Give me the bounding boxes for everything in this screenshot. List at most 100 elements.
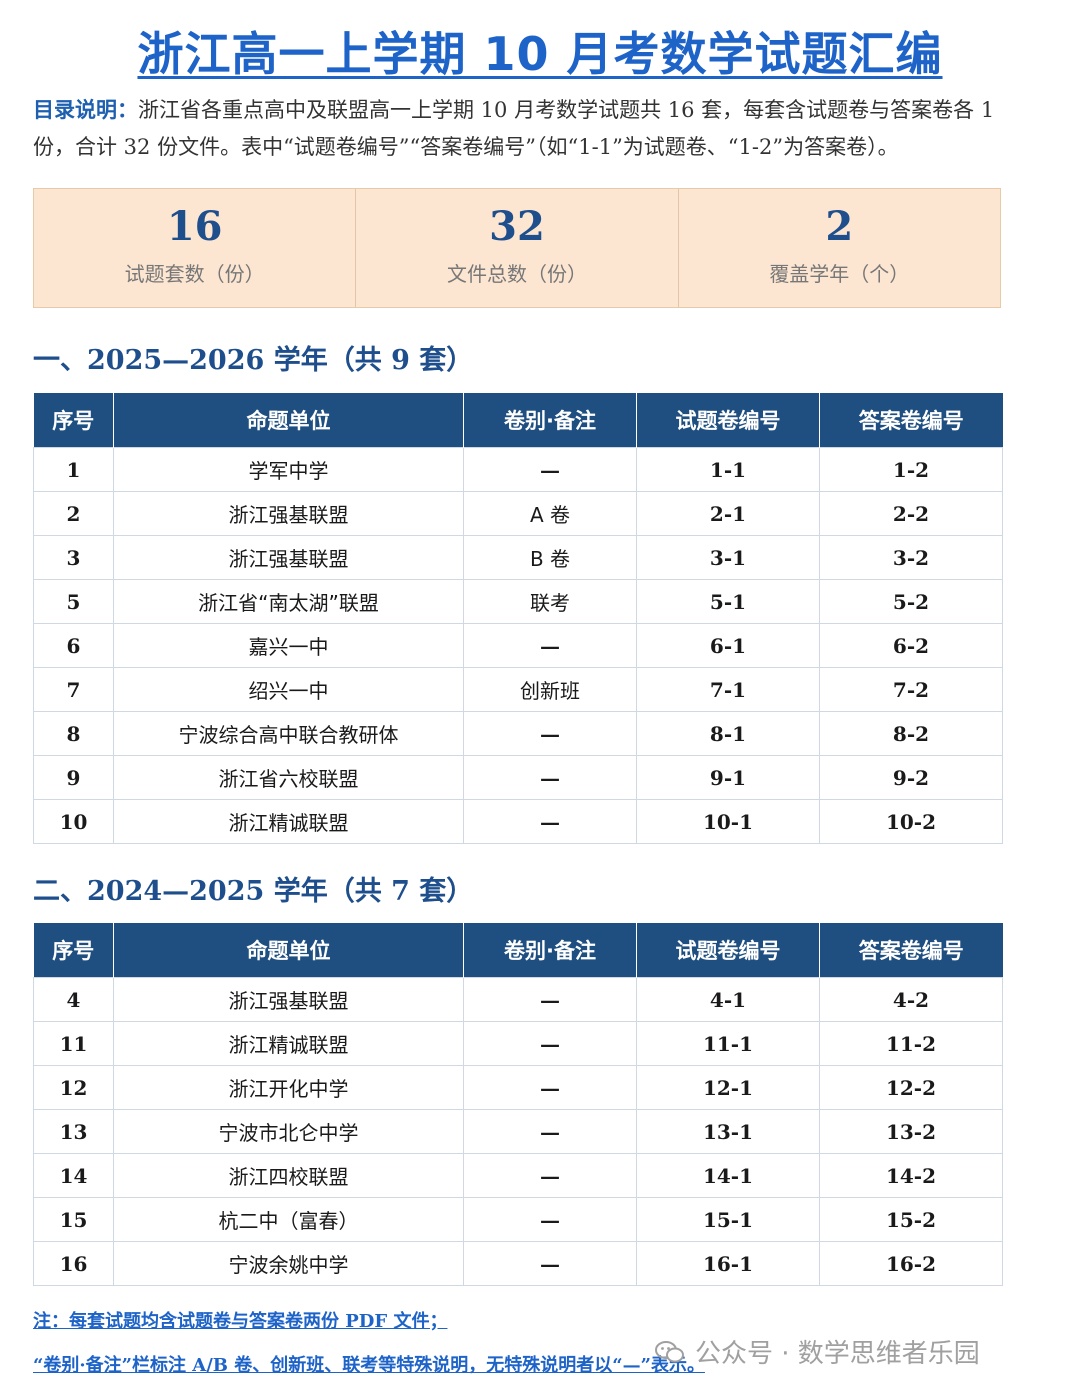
column-header: 答案卷编号 xyxy=(819,923,1003,978)
column-header: 序号 xyxy=(33,923,114,978)
cell-index: 12 xyxy=(33,1065,114,1110)
table-2025: 序号 命题单位 卷别·备注 试题卷编号 答案卷编号 1 学军中学 —1-1 1-2 2 浙江强基联… xyxy=(33,393,1003,844)
cell-paper-id: 4-1 xyxy=(636,977,820,1022)
cell-paper-id: 3-1 xyxy=(636,535,820,580)
cell-answer-id: 5-2 xyxy=(819,579,1003,624)
cell-unit: 宁波余姚中学 xyxy=(113,1241,464,1286)
cell-answer-id: 9-2 xyxy=(819,755,1003,800)
cell-index: 13 xyxy=(33,1109,114,1154)
watermark-text: 公众号 · 数学思维者乐园 xyxy=(695,1339,980,1369)
table-header: 序号 命题单位 卷别·备注 试题卷编号 答案卷编号 xyxy=(33,923,1003,978)
cell-unit: 浙江精诚联盟 xyxy=(113,799,464,844)
cell-unit: 杭二中（富春） xyxy=(113,1197,464,1242)
cell-unit: 浙江强基联盟 xyxy=(113,977,464,1022)
cell-index: 6 xyxy=(33,623,114,668)
cell-index: 5 xyxy=(33,579,114,624)
cell-index: 3 xyxy=(33,535,114,580)
cell-answer-id: 3-2 xyxy=(819,535,1003,580)
cell-note: 创新班 xyxy=(463,667,637,712)
intro-lead: 目录说明： xyxy=(33,98,138,122)
cell-note: — xyxy=(463,1109,637,1154)
cell-paper-id: 12-1 xyxy=(636,1065,820,1110)
cell-paper-id: 7-1 xyxy=(636,667,820,712)
table-row: 13 宁波市北仑中学 —13-1 13-2 xyxy=(33,1109,1003,1154)
cell-note: — xyxy=(463,977,637,1022)
cell-answer-id: 16-2 xyxy=(819,1241,1003,1286)
stat-years: 2 覆盖学年（个） xyxy=(678,189,1000,307)
cell-note: 联考 xyxy=(463,579,637,624)
cell-note: — xyxy=(463,799,637,844)
cell-index: 2 xyxy=(33,491,114,536)
cell-unit: 浙江精诚联盟 xyxy=(113,1021,464,1066)
cell-paper-id: 10-1 xyxy=(636,799,820,844)
cell-note: B 卷 xyxy=(463,535,637,580)
intro-text: 浙江省各重点高中及联盟高一上学期 10 月考数学试题共 16 套，每套含试题卷与… xyxy=(33,98,995,159)
cell-answer-id: 6-2 xyxy=(819,623,1003,668)
cell-note: — xyxy=(463,755,637,800)
cell-unit: 嘉兴一中 xyxy=(113,623,464,668)
cell-index: 9 xyxy=(33,755,114,800)
stat-files: 32 文件总数（份） xyxy=(356,189,679,307)
note-line: 注：每套试题均含试题卷与答案卷两份 PDF 文件； xyxy=(33,1311,448,1332)
cell-answer-id: 1-2 xyxy=(819,447,1003,492)
table-row: 1 学军中学 —1-1 1-2 xyxy=(33,447,1003,492)
cell-paper-id: 16-1 xyxy=(636,1241,820,1286)
table-header: 序号 命题单位 卷别·备注 试题卷编号 答案卷编号 xyxy=(33,393,1003,448)
cell-paper-id: 14-1 xyxy=(636,1153,820,1198)
table-row: 15 杭二中（富春） —15-1 15-2 xyxy=(33,1197,1003,1242)
header-row: 序号 命题单位 卷别·备注 试题卷编号 答案卷编号 xyxy=(33,393,1003,448)
stat-label: 试题套数（份） xyxy=(124,262,265,286)
section-title-2024: 二、2024—2025 学年（共 7 套） xyxy=(33,876,474,907)
stat-label: 文件总数（份） xyxy=(446,262,587,286)
cell-note: A 卷 xyxy=(463,491,637,536)
table-row: 9 浙江省六校联盟 —9-1 9-2 xyxy=(33,755,1003,800)
cell-paper-id: 13-1 xyxy=(636,1109,820,1154)
table-row: 10 浙江精诚联盟 —10-1 10-2 xyxy=(33,799,1003,844)
cell-unit: 浙江省“南太湖”联盟 xyxy=(113,579,464,624)
cell-answer-id: 13-2 xyxy=(819,1109,1003,1154)
cell-note: — xyxy=(463,1197,637,1242)
cell-note: — xyxy=(463,1021,637,1066)
cell-paper-id: 15-1 xyxy=(636,1197,820,1242)
table-row: 12 浙江开化中学 —12-1 12-2 xyxy=(33,1065,1003,1110)
table-row: 6 嘉兴一中 —6-1 6-2 xyxy=(33,623,1003,668)
stats-panel: 16 试题套数（份） 32 文件总数（份） 2 覆盖学年（个） xyxy=(33,188,1001,308)
column-header: 序号 xyxy=(33,393,114,448)
cell-unit: 浙江开化中学 xyxy=(113,1065,464,1110)
stat-value: 16 xyxy=(166,203,223,250)
cell-paper-id: 8-1 xyxy=(636,711,820,756)
cell-paper-id: 5-1 xyxy=(636,579,820,624)
page-title: 浙江高一上学期 10 月考数学试题汇编 xyxy=(137,27,943,81)
cell-answer-id: 2-2 xyxy=(819,491,1003,536)
cell-index: 11 xyxy=(33,1021,114,1066)
cell-unit: 宁波综合高中联合教研体 xyxy=(113,711,464,756)
cell-answer-id: 4-2 xyxy=(819,977,1003,1022)
cell-unit: 宁波市北仑中学 xyxy=(113,1109,464,1154)
cell-note: — xyxy=(463,623,637,668)
cell-answer-id: 8-2 xyxy=(819,711,1003,756)
cell-unit: 学军中学 xyxy=(113,447,464,492)
cell-paper-id: 11-1 xyxy=(636,1021,820,1066)
cell-index: 1 xyxy=(33,447,114,492)
cell-note: — xyxy=(463,711,637,756)
table-row: 4 浙江强基联盟 —4-1 4-2 xyxy=(33,977,1003,1022)
cell-unit: 浙江强基联盟 xyxy=(113,491,464,536)
cell-unit: 浙江四校联盟 xyxy=(113,1153,464,1198)
cell-index: 10 xyxy=(33,799,114,844)
cell-note: — xyxy=(463,447,637,492)
cell-note: — xyxy=(463,1241,637,1286)
cell-index: 16 xyxy=(33,1241,114,1286)
table-2024: 序号 命题单位 卷别·备注 试题卷编号 答案卷编号 4 浙江强基联盟 —4-1 4-2 11 浙江… xyxy=(33,923,1003,1286)
column-header: 命题单位 xyxy=(113,393,464,448)
stat-label: 覆盖学年（个） xyxy=(769,262,910,286)
cell-unit: 浙江强基联盟 xyxy=(113,535,464,580)
cell-note: — xyxy=(463,1153,637,1198)
cell-answer-id: 15-2 xyxy=(819,1197,1003,1242)
column-header: 答案卷编号 xyxy=(819,393,1003,448)
stat-sets: 16 试题套数（份） xyxy=(34,189,357,307)
table-row: 11 浙江精诚联盟 —11-1 11-2 xyxy=(33,1021,1003,1066)
stat-value: 32 xyxy=(489,203,545,250)
table-row: 3 浙江强基联盟 B 卷 3-1 3-2 xyxy=(33,535,1003,580)
column-header: 卷别·备注 xyxy=(463,393,637,448)
column-header: 试题卷编号 xyxy=(636,393,820,448)
